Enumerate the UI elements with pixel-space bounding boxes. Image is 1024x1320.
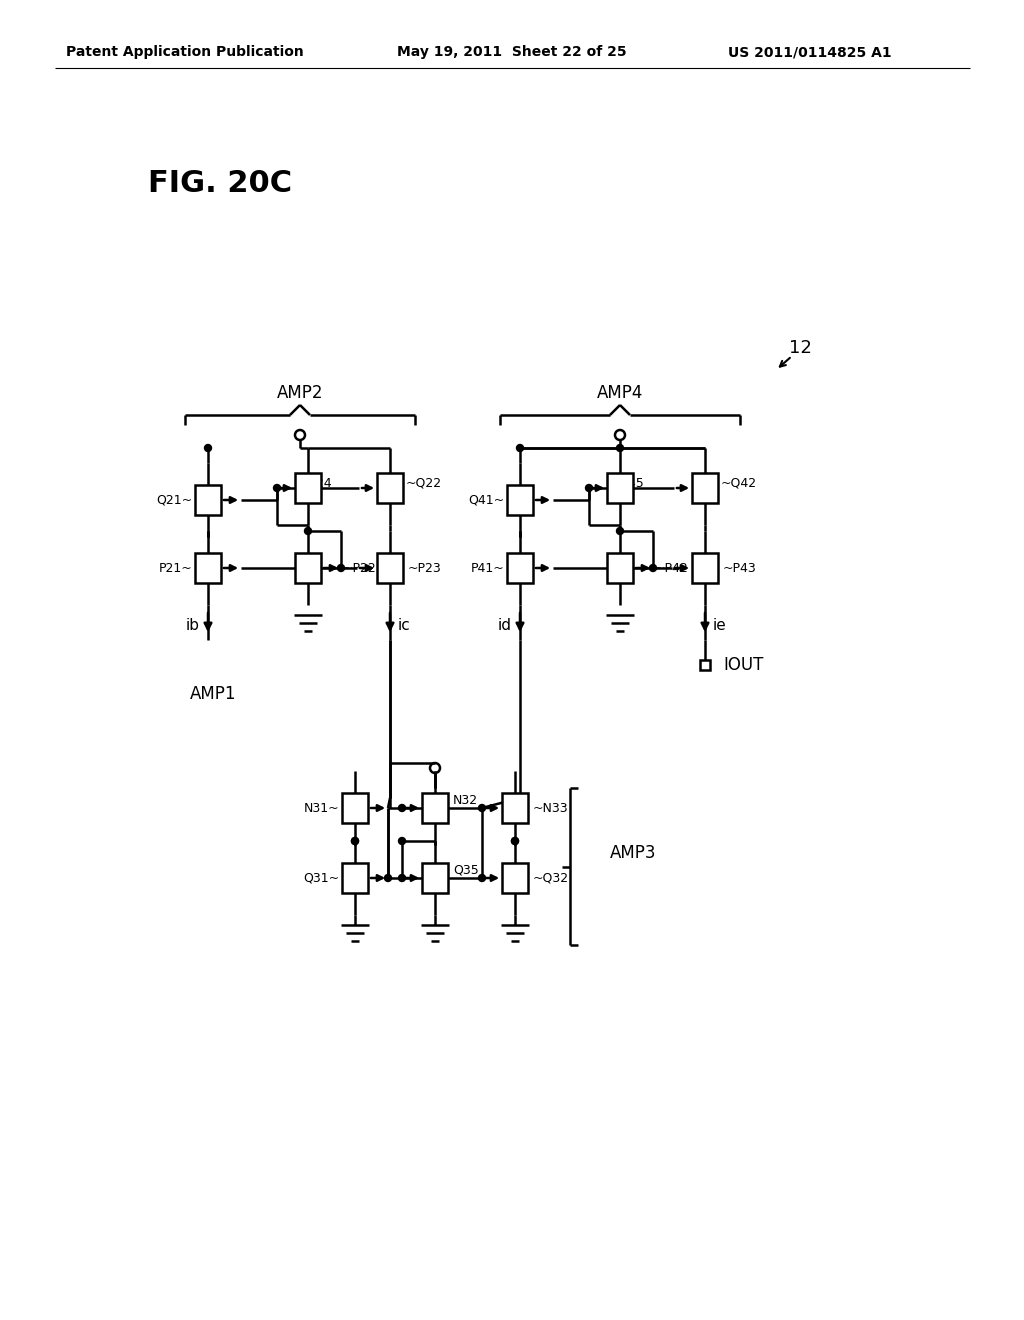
Circle shape <box>384 874 391 882</box>
Text: N32: N32 <box>453 793 478 807</box>
Circle shape <box>478 804 485 812</box>
Bar <box>692 473 718 503</box>
Bar <box>195 484 221 515</box>
Text: Patent Application Publication: Patent Application Publication <box>67 45 304 59</box>
Text: IOUT: IOUT <box>723 656 763 675</box>
Bar <box>422 863 449 894</box>
Text: AMP3: AMP3 <box>610 843 656 862</box>
Circle shape <box>338 565 344 572</box>
Text: Q21~: Q21~ <box>156 494 193 507</box>
Bar <box>692 553 718 583</box>
Bar <box>195 553 221 583</box>
Text: ~P22: ~P22 <box>343 561 377 574</box>
Circle shape <box>586 484 593 491</box>
Circle shape <box>205 445 212 451</box>
Bar <box>700 660 710 671</box>
Circle shape <box>351 837 358 845</box>
Text: ~Q42: ~Q42 <box>721 477 757 490</box>
Bar <box>607 473 633 503</box>
Circle shape <box>304 528 311 535</box>
Bar <box>377 553 403 583</box>
Text: Q41~: Q41~ <box>468 494 504 507</box>
Circle shape <box>516 445 523 451</box>
Text: Q45: Q45 <box>618 477 644 490</box>
Text: FIG. 20C: FIG. 20C <box>148 169 292 198</box>
Text: AMP4: AMP4 <box>597 384 643 403</box>
Text: May 19, 2011  Sheet 22 of 25: May 19, 2011 Sheet 22 of 25 <box>397 45 627 59</box>
Text: ie: ie <box>713 618 727 632</box>
Circle shape <box>398 804 406 812</box>
Text: AMP1: AMP1 <box>190 685 237 704</box>
Bar <box>342 793 368 822</box>
Bar <box>507 484 534 515</box>
Text: Q35: Q35 <box>453 863 479 876</box>
Bar <box>422 793 449 822</box>
Bar <box>295 473 321 503</box>
Bar <box>377 473 403 503</box>
Bar <box>502 863 528 894</box>
Text: id: id <box>498 618 512 632</box>
Text: ~P42: ~P42 <box>655 561 689 574</box>
Circle shape <box>351 837 358 845</box>
Circle shape <box>398 874 406 882</box>
Bar <box>607 553 633 583</box>
Bar <box>502 793 528 822</box>
Bar <box>342 863 368 894</box>
Circle shape <box>649 565 656 572</box>
Circle shape <box>616 445 624 451</box>
Bar <box>507 553 534 583</box>
Text: US 2011/0114825 A1: US 2011/0114825 A1 <box>728 45 892 59</box>
Text: N31~: N31~ <box>303 801 339 814</box>
Circle shape <box>512 837 518 845</box>
Text: ~N33: ~N33 <box>534 801 568 814</box>
Text: ic: ic <box>398 618 411 632</box>
Text: AMP2: AMP2 <box>276 384 324 403</box>
Circle shape <box>398 837 406 845</box>
Text: ib: ib <box>186 618 200 632</box>
Circle shape <box>616 528 624 535</box>
Text: ~P23: ~P23 <box>408 561 441 574</box>
Text: P21~: P21~ <box>159 561 193 574</box>
Circle shape <box>273 484 281 491</box>
Text: ~Q22: ~Q22 <box>406 477 442 490</box>
Text: 12: 12 <box>788 339 811 356</box>
Text: Q31~: Q31~ <box>303 871 339 884</box>
Circle shape <box>478 874 485 882</box>
Bar <box>295 553 321 583</box>
Text: P41~: P41~ <box>470 561 504 574</box>
Text: ~Q32: ~Q32 <box>534 871 569 884</box>
Text: Q24: Q24 <box>306 477 332 490</box>
Circle shape <box>512 837 518 845</box>
Text: ~P43: ~P43 <box>723 561 757 574</box>
